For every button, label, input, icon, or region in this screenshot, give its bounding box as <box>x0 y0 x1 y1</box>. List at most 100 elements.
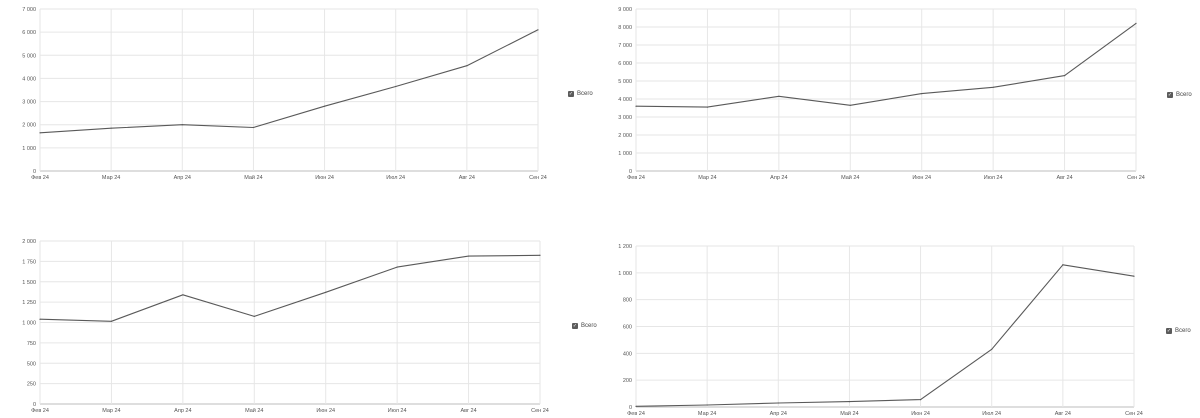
y-tick-label: 6 000 <box>618 61 632 67</box>
x-tick-label: Июл 24 <box>388 408 407 414</box>
legend-label: Всего <box>1175 328 1191 334</box>
legend-toggle-1[interactable]: ✓ Всего <box>568 91 593 97</box>
data-point <box>395 85 397 88</box>
x-tick-label: Авг 24 <box>1055 411 1071 417</box>
y-tick-label: 0 <box>33 169 36 175</box>
y-tick-label: 0 <box>629 405 632 411</box>
data-point <box>252 126 255 129</box>
x-tick-label: Фев 24 <box>627 175 645 181</box>
x-tick-label: Фев 24 <box>31 408 49 414</box>
y-tick-label: 7 000 <box>618 43 632 49</box>
data-point <box>466 65 468 67</box>
data-point <box>635 105 637 107</box>
y-tick-label: 1 000 <box>22 146 36 152</box>
series-line-total <box>39 29 539 134</box>
x-tick-label: Июл 24 <box>984 175 1003 181</box>
x-tick-label: Июн 24 <box>315 175 334 181</box>
data-point <box>991 348 993 350</box>
legend-toggle-2[interactable]: ✓ Всего <box>1167 92 1192 98</box>
data-point <box>777 402 779 404</box>
grid-lines <box>635 245 1135 408</box>
legend-label: Всего <box>581 323 597 329</box>
data-point <box>323 105 326 107</box>
legend-toggle-4[interactable]: ✓ Всего <box>1166 328 1191 334</box>
y-tick-label: 3 000 <box>618 115 632 121</box>
y-tick-label: 600 <box>623 325 632 331</box>
data-point <box>325 291 327 293</box>
y-tick-label: 750 <box>27 341 36 347</box>
checkbox-icon: ✓ <box>572 323 578 329</box>
x-tick-label: Сен 24 <box>1125 411 1143 417</box>
data-point <box>848 401 851 403</box>
chart-panel-4: 0 200 400 600 800 1 000 1 200 Фев 24 Мар 24 Апр 2… <box>600 236 1200 418</box>
y-tick-label: 8 000 <box>618 25 632 31</box>
y-tick-label: 2 000 <box>22 239 36 245</box>
line-chart-4: 0 200 400 600 800 1 000 1 200 Фев 24 Мар 24 Апр 2… <box>618 244 1143 417</box>
x-tick-label: Май 24 <box>841 174 859 181</box>
checkbox-icon: ✓ <box>1166 328 1172 334</box>
x-tick-label: Июл 24 <box>386 175 405 181</box>
y-tick-label: 2 000 <box>618 133 632 139</box>
data-point <box>537 29 539 31</box>
x-tick-label: Мар 24 <box>698 411 716 417</box>
x-tick-label: Мар 24 <box>698 175 716 181</box>
y-tick-label: 3 000 <box>22 100 36 106</box>
x-tick-label: Сен 24 <box>1127 175 1145 181</box>
y-tick-label: 1 000 <box>22 321 36 327</box>
data-point <box>849 104 851 106</box>
x-tick-label: Май 24 <box>245 407 263 414</box>
x-tick-label: Май 24 <box>840 410 858 417</box>
data-point <box>706 404 708 406</box>
y-tick-label: 1 000 <box>618 271 632 277</box>
series-line-total <box>39 254 541 322</box>
data-point <box>539 254 541 256</box>
data-point <box>1063 75 1066 77</box>
data-point <box>778 95 780 97</box>
legend-label: Всего <box>577 91 593 97</box>
line-chart-1: 0 1 000 2 000 3 000 4 000 5 000 6 000 7 000 Фев … <box>22 7 547 181</box>
y-tick-label: 1 000 <box>618 151 632 157</box>
x-tick-label: Июл 24 <box>982 411 1001 417</box>
y-tick-label: 1 500 <box>22 280 36 286</box>
y-tick-label: 5 000 <box>618 79 632 85</box>
data-point <box>253 315 255 317</box>
y-tick-label: 4 000 <box>22 76 36 82</box>
data-point <box>181 124 183 126</box>
x-tick-label: Июн 24 <box>912 175 931 181</box>
x-tick-label: Апр 24 <box>770 411 787 417</box>
y-tick-label: 400 <box>623 351 632 357</box>
x-tick-label: Фев 24 <box>627 411 645 417</box>
data-point <box>706 106 709 108</box>
data-point <box>1133 275 1135 277</box>
x-tick-label: Мар 24 <box>102 175 120 181</box>
data-point <box>992 86 994 88</box>
y-tick-label: 800 <box>623 298 632 304</box>
x-tick-label: Мар 24 <box>102 408 120 414</box>
y-tick-label: 4 000 <box>618 97 632 103</box>
series-line-total <box>635 22 1137 108</box>
x-tick-label: Май 24 <box>244 174 262 181</box>
data-point <box>39 318 41 320</box>
x-tick-label: Апр 24 <box>174 175 191 181</box>
y-tick-label: 250 <box>27 382 36 388</box>
data-point <box>919 399 922 401</box>
legend-label: Всего <box>1176 92 1192 98</box>
data-point <box>182 294 184 296</box>
y-tick-label: 5 000 <box>22 53 36 59</box>
x-tick-label: Сен 24 <box>531 408 549 414</box>
grid-lines <box>39 240 541 405</box>
legend-toggle-3[interactable]: ✓ Всего <box>572 323 597 329</box>
x-tick-label: Апр 24 <box>174 408 191 414</box>
y-tick-label: 9 000 <box>618 7 632 13</box>
grid-lines <box>39 8 539 172</box>
y-tick-label: 200 <box>623 378 632 384</box>
data-point <box>1062 264 1064 266</box>
data-point <box>110 320 113 322</box>
y-tick-label: 1 250 <box>22 300 36 306</box>
data-point <box>921 93 923 95</box>
chart-panel-2: 0 1 000 2 000 3 000 4 000 5 000 6 000 7 000 8 00… <box>600 0 1200 209</box>
x-tick-label: Июн 24 <box>911 411 930 417</box>
y-tick-label: 500 <box>27 361 36 367</box>
chart-panel-1: 0 1 000 2 000 3 000 4 000 5 000 6 000 7 000 Фев … <box>0 0 600 209</box>
line-chart-2: 0 1 000 2 000 3 000 4 000 5 000 6 000 7 000 8 00… <box>618 7 1145 181</box>
